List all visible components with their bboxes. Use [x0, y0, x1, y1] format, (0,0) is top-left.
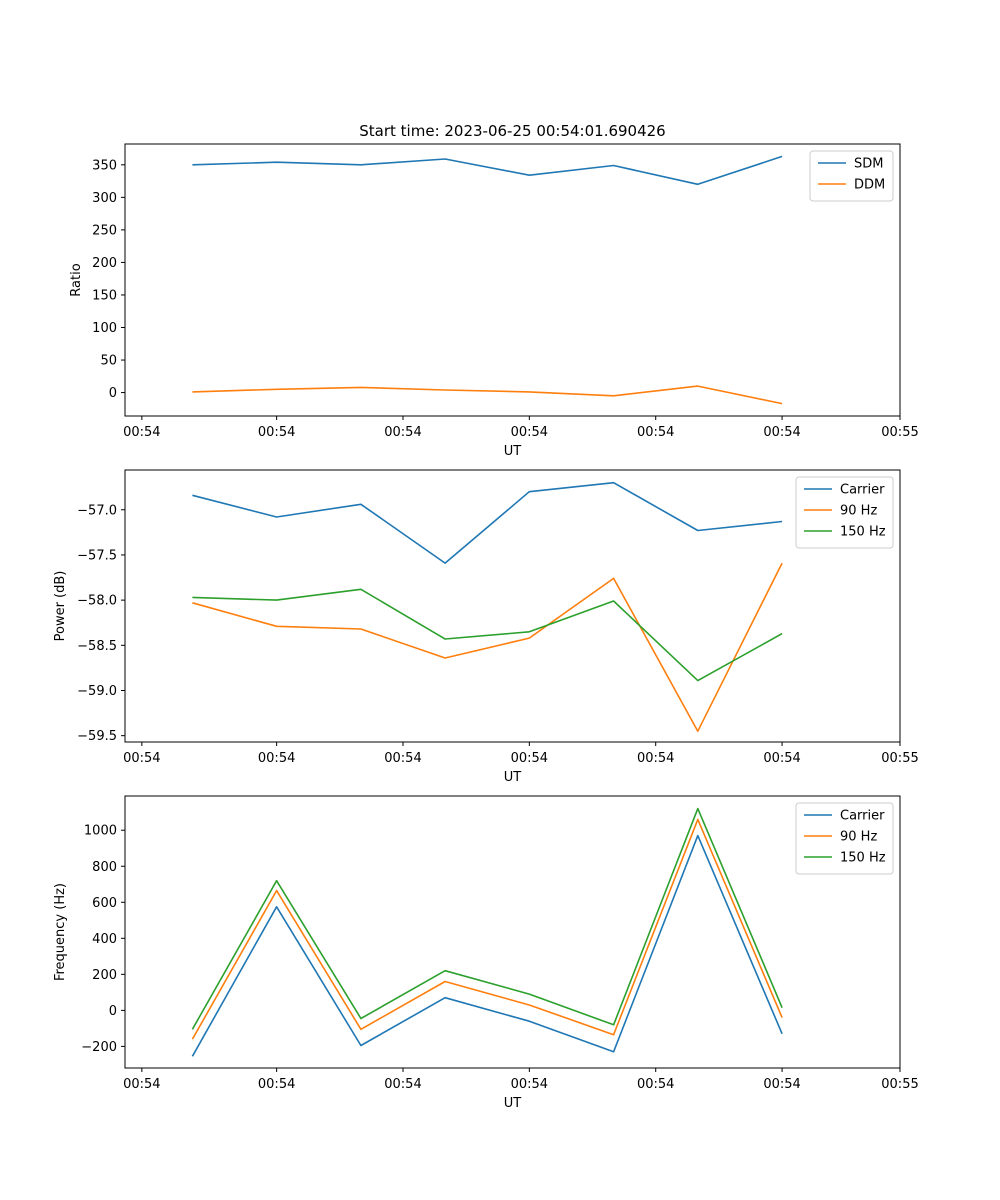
x-tick-label: 00:55	[881, 751, 918, 766]
x-tick-label: 00:55	[881, 425, 918, 440]
y-tick-label: 0	[109, 1004, 117, 1019]
legend-label: 90 Hz	[840, 504, 877, 519]
chart-2: 00:54 00:54 00:54 00:54 00:54 00:54 00:55 −59.5…	[53, 469, 919, 785]
legend-label: 150 Hz	[840, 851, 886, 866]
x-tick-label: 00:54	[123, 1077, 160, 1092]
y-tick-label: −200	[81, 1040, 117, 1055]
x-tick-label: 00:54	[511, 751, 548, 766]
x-tick-label: 00:54	[763, 425, 800, 440]
plot-area	[124, 795, 901, 1069]
x-axis-label: UT	[504, 770, 522, 785]
x-tick-label: 00:54	[511, 425, 548, 440]
y-tick-label: 1000	[84, 824, 117, 839]
x-tick-label: 00:54	[384, 751, 421, 766]
y-tick-label: 100	[92, 321, 117, 336]
y-axis-label: Frequency (Hz)	[53, 883, 68, 981]
chart-3: 00:54 00:54 00:54 00:54 00:54 00:54 00:55 −200 0…	[53, 795, 919, 1111]
series-line-90-hz	[192, 562, 783, 733]
x-tick-label: 00:54	[123, 425, 160, 440]
y-axis-label: Power (dB)	[53, 571, 68, 642]
legend: Carrier 90 Hz 150 Hz	[795, 802, 894, 875]
y-tick-label: 800	[92, 860, 117, 875]
legend-label: 90 Hz	[840, 830, 877, 845]
y-tick-label: 0	[109, 386, 117, 401]
y-axis-label: Ratio	[69, 263, 84, 296]
series-line-90-hz	[191, 818, 783, 1040]
x-tick-label: 00:54	[637, 425, 674, 440]
chart-title: Start time: 2023-06-25 00:54:01.690426	[359, 122, 665, 140]
y-tick-label: 150	[92, 288, 117, 303]
y-tick-label: 600	[92, 896, 117, 911]
y-tick-label: −57.5	[77, 548, 117, 563]
legend-label: DDM	[854, 178, 885, 193]
x-tick-label: 00:54	[258, 751, 295, 766]
x-tick-label: 00:54	[384, 425, 421, 440]
series-line-150-hz	[192, 588, 783, 682]
series-line-150-hz	[191, 807, 783, 1030]
legend-label: Carrier	[840, 809, 885, 824]
legend-label: 150 Hz	[840, 525, 886, 540]
plot-area	[124, 469, 901, 743]
legend: SDM DDM	[809, 150, 894, 202]
y-tick-label: 350	[92, 158, 117, 173]
x-tick-label: 00:54	[258, 1077, 295, 1092]
y-tick-label: 400	[92, 932, 117, 947]
y-tick-label: 300	[92, 191, 117, 206]
y-tick-label: −59.5	[77, 729, 117, 744]
y-tick-label: 200	[92, 968, 117, 983]
y-tick-label: 50	[100, 354, 117, 369]
series-line-sdm	[192, 155, 783, 186]
x-tick-label: 00:54	[511, 1077, 548, 1092]
legend-label: SDM	[854, 157, 883, 172]
x-tick-label: 00:54	[637, 1077, 674, 1092]
x-tick-label: 00:54	[637, 751, 674, 766]
y-tick-label: −59.0	[77, 684, 117, 699]
series-line-carrier	[192, 481, 783, 564]
x-tick-label: 00:54	[763, 751, 800, 766]
y-tick-label: −58.0	[77, 594, 117, 609]
series-line-ddm	[192, 385, 783, 405]
legend-label: Carrier	[840, 483, 885, 498]
x-tick-label: 00:54	[384, 1077, 421, 1092]
y-tick-label: 250	[92, 223, 117, 238]
y-tick-label: 200	[92, 256, 117, 271]
x-axis-label: UT	[504, 1096, 522, 1111]
x-tick-label: 00:55	[881, 1077, 918, 1092]
legend: Carrier 90 Hz 150 Hz	[795, 476, 894, 549]
x-tick-label: 00:54	[258, 425, 295, 440]
y-tick-label: −57.0	[77, 503, 117, 518]
x-axis-label: UT	[504, 444, 522, 459]
plot-area	[124, 143, 901, 417]
chart-1: 00:54 00:54 00:54 00:54 00:54 00:54 00:55 0 50 10…	[69, 122, 919, 459]
x-tick-label: 00:54	[763, 1077, 800, 1092]
series-line-carrier	[191, 834, 783, 1057]
y-tick-label: −58.5	[77, 639, 117, 654]
x-tick-label: 00:54	[123, 751, 160, 766]
